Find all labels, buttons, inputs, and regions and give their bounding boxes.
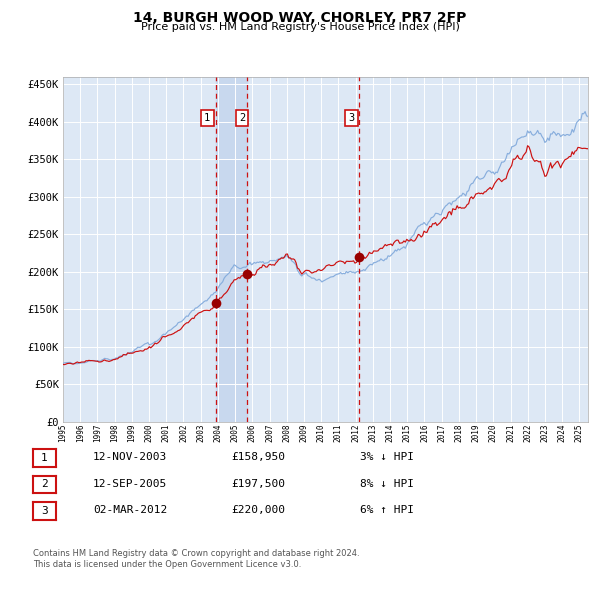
Text: Contains HM Land Registry data © Crown copyright and database right 2024.: Contains HM Land Registry data © Crown c… — [33, 549, 359, 558]
Text: 14, BURGH WOOD WAY, CHORLEY, PR7 2FP: 14, BURGH WOOD WAY, CHORLEY, PR7 2FP — [133, 11, 467, 25]
Text: 2: 2 — [239, 113, 245, 123]
Text: 1: 1 — [204, 113, 210, 123]
Text: £220,000: £220,000 — [231, 506, 285, 515]
Text: £158,950: £158,950 — [231, 453, 285, 462]
Text: 2: 2 — [41, 480, 48, 489]
Text: £197,500: £197,500 — [231, 479, 285, 489]
Text: 3: 3 — [349, 113, 355, 123]
Text: 6% ↑ HPI: 6% ↑ HPI — [360, 506, 414, 515]
Text: Price paid vs. HM Land Registry's House Price Index (HPI): Price paid vs. HM Land Registry's House … — [140, 22, 460, 32]
Text: 1: 1 — [41, 453, 48, 463]
Text: This data is licensed under the Open Government Licence v3.0.: This data is licensed under the Open Gov… — [33, 560, 301, 569]
Bar — [215, 77, 247, 422]
Text: 12-SEP-2005: 12-SEP-2005 — [93, 479, 167, 489]
Text: 8% ↓ HPI: 8% ↓ HPI — [360, 479, 414, 489]
Text: 3% ↓ HPI: 3% ↓ HPI — [360, 453, 414, 462]
Text: 3: 3 — [41, 506, 48, 516]
Text: 12-NOV-2003: 12-NOV-2003 — [93, 453, 167, 462]
Text: 02-MAR-2012: 02-MAR-2012 — [93, 506, 167, 515]
